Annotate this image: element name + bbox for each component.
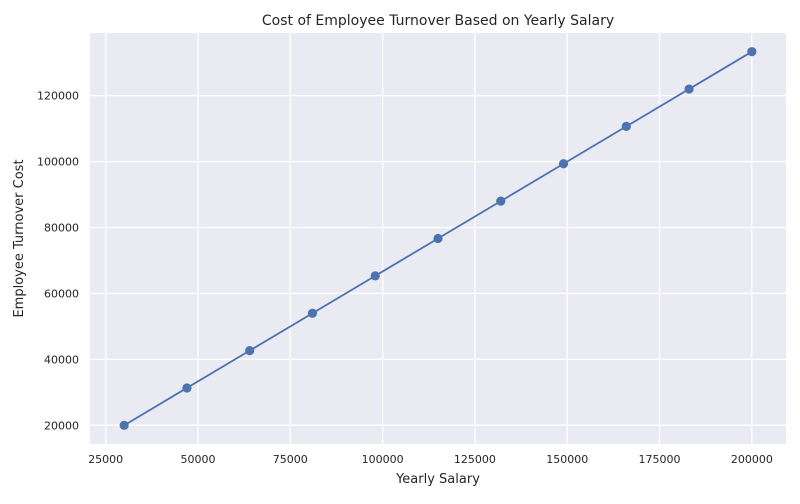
x-tick-label: 50000 <box>181 453 216 466</box>
y-axis-ticks: 20000 40000 60000 80000 100000 120000 <box>37 90 79 433</box>
y-tick-label: 120000 <box>37 90 79 103</box>
data-point <box>747 47 757 57</box>
x-axis-ticks: 25000 50000 75000 100000 125000 150000 175000 2… <box>88 453 773 466</box>
x-tick-label: 75000 <box>273 453 308 466</box>
data-point <box>558 159 569 169</box>
grid-lines <box>90 33 786 444</box>
y-tick-label: 20000 <box>44 419 79 432</box>
data-point <box>370 271 380 281</box>
series-layer <box>119 47 757 430</box>
data-point <box>245 345 255 356</box>
y-axis-label: Employee Turnover Cost <box>12 159 27 317</box>
x-tick-label: 175000 <box>639 453 681 466</box>
x-tick-label: 150000 <box>546 453 588 466</box>
y-tick-label: 40000 <box>44 353 79 366</box>
x-tick-label: 100000 <box>362 453 404 466</box>
y-tick-label: 60000 <box>44 287 79 300</box>
x-tick-label: 200000 <box>731 453 773 466</box>
chart-title: Cost of Employee Turnover Based on Yearl… <box>262 13 614 29</box>
x-axis-label: Yearly Salary <box>395 472 480 487</box>
data-point <box>307 308 318 318</box>
y-tick-label: 80000 <box>44 222 79 235</box>
data-point <box>119 420 129 430</box>
y-tick-label: 100000 <box>37 156 79 169</box>
data-point <box>433 233 443 244</box>
data-point <box>182 383 192 393</box>
x-tick-label: 125000 <box>454 453 496 466</box>
x-tick-label: 25000 <box>88 453 123 466</box>
data-point <box>621 121 631 132</box>
data-point <box>496 196 506 206</box>
data-point <box>684 84 694 94</box>
